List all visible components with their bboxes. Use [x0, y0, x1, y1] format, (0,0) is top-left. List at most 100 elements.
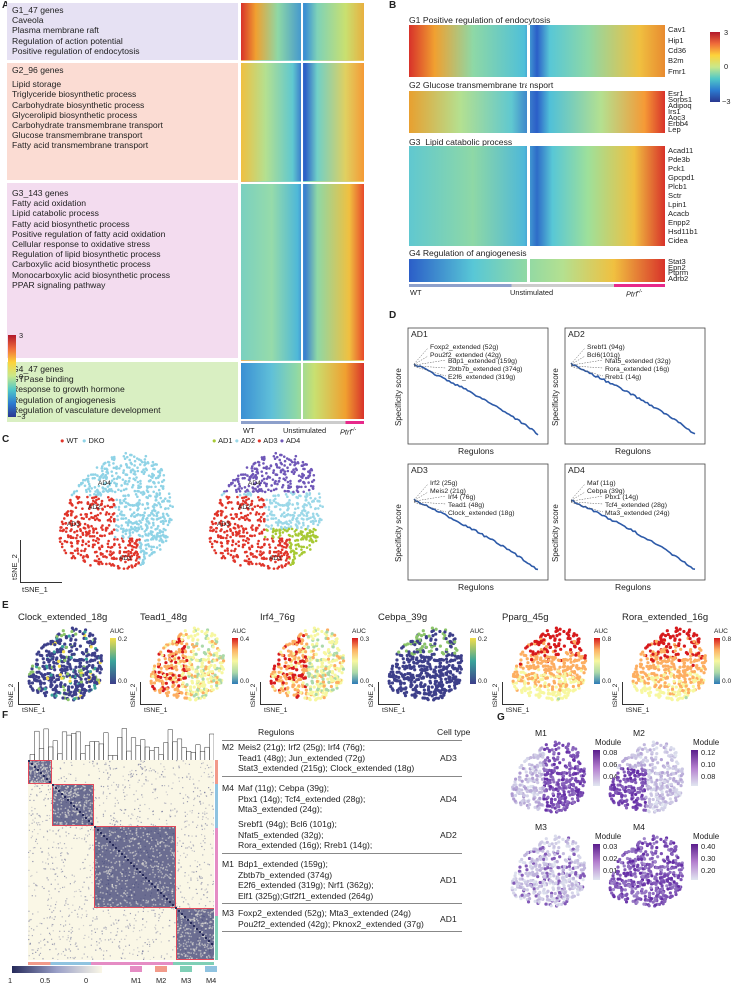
- tsne-cell: [308, 661, 312, 665]
- tsne-cell: [393, 677, 397, 681]
- tsne-cell: [27, 679, 31, 683]
- tsne-cell: [316, 684, 321, 688]
- tsne-cell: [241, 502, 244, 505]
- tsne-cell: [695, 633, 699, 637]
- tsne-cell: [124, 517, 128, 520]
- tsne-cell: [129, 461, 133, 465]
- tsne-cell: [177, 639, 182, 643]
- xlabel-ptrf: Ptrf-/-: [340, 427, 357, 437]
- tsne-cell: [29, 674, 33, 679]
- corr-cell: [71, 764, 73, 766]
- tsne-cell: [177, 650, 182, 654]
- tsne-cell: [75, 495, 79, 499]
- tsne-cell: [291, 516, 295, 520]
- auc-colorbar: [470, 638, 476, 684]
- tsne-cell: [572, 632, 576, 636]
- tsne-cell: [563, 680, 567, 684]
- tsne-cell: [176, 694, 180, 698]
- heatmap-b-g2: [409, 91, 665, 133]
- tsne-cell: [566, 687, 571, 691]
- tsne-cell: [290, 470, 294, 474]
- tsne-cell: [422, 632, 426, 637]
- tsne-cell: [105, 470, 108, 474]
- corr-cell: [34, 786, 36, 788]
- corr-cell: [117, 802, 119, 804]
- corr-cell: [140, 821, 142, 824]
- tsne-cell: [163, 664, 167, 668]
- tsne-cell: [220, 503, 223, 506]
- tsne-cell: [130, 453, 133, 457]
- tsne-cell: [315, 642, 319, 646]
- tsne-cell: [47, 650, 51, 654]
- tsne-cell: [144, 543, 147, 547]
- auc-tsne: [269, 626, 346, 702]
- tsne-cell: [689, 648, 693, 652]
- tsne-cell: [533, 675, 537, 680]
- tsne-cell: [662, 638, 666, 642]
- tsne-cell: [293, 657, 297, 661]
- go-term: Regulation of vasculature development: [12, 404, 161, 415]
- tsne-cell: [300, 641, 304, 646]
- tsne-cell: [297, 656, 301, 660]
- tsne-cell: [305, 546, 309, 549]
- tsne-cell: [72, 491, 76, 495]
- tsne-cell: [321, 691, 325, 695]
- tsne-cell: [163, 657, 167, 661]
- tsne-cell: [281, 681, 285, 685]
- tsne-cell: [219, 509, 223, 513]
- tsne-cell: [89, 511, 93, 515]
- tsne-cell: [85, 648, 89, 652]
- axis-label-y: Specificity score: [551, 368, 560, 426]
- tsne-cell: [330, 632, 334, 636]
- tsne-cell: [62, 688, 66, 692]
- tsne-cell: [667, 683, 671, 687]
- tsne-cell: [547, 683, 551, 687]
- tsne-cell: [566, 691, 571, 695]
- tsne-cell: [135, 556, 139, 560]
- tsne-cell: [83, 522, 87, 526]
- tsne-cell: [420, 676, 424, 680]
- tsne-cell: [541, 659, 545, 664]
- tsne-cell: [682, 684, 686, 688]
- heatmap-b-divider: [527, 25, 530, 283]
- tsne-cell: [256, 526, 259, 530]
- tsne-cell: [445, 648, 449, 652]
- heatmap-b-g1: [409, 25, 665, 77]
- auc-plot-title: Irf4_76g: [260, 612, 295, 623]
- tsne-cell: [563, 673, 567, 677]
- tsne-cell: [43, 694, 48, 698]
- tsne-cell: [309, 537, 313, 540]
- tsne-cell: [164, 681, 168, 685]
- tsne-cell: [513, 684, 517, 689]
- tsne-cell: [285, 502, 289, 506]
- tsne-cell: [402, 661, 406, 665]
- tsne-cell: [686, 667, 690, 671]
- tsne-cell: [37, 675, 41, 679]
- tsne-cell: [514, 667, 518, 671]
- corr-cell: [28, 851, 30, 854]
- tsne-cell: [254, 473, 258, 477]
- tsne-cell: [639, 670, 643, 674]
- tsne-cell: [284, 562, 288, 566]
- tsne-cell: [124, 487, 128, 491]
- tsne-cell: [211, 645, 215, 649]
- tsne-cell: [103, 534, 106, 537]
- tsne-cell: [518, 662, 523, 666]
- tsne-cell: [66, 687, 71, 691]
- tsne-cell: [689, 654, 693, 658]
- tsne-cell: [316, 688, 320, 692]
- corr-cell: [34, 846, 36, 849]
- tsne-cell: [135, 513, 138, 517]
- tsne-cell: [669, 668, 673, 672]
- tsne-cell: [670, 661, 674, 665]
- tsne-cell: [453, 640, 457, 644]
- tsne-cell: [64, 692, 68, 696]
- tsne-cell: [262, 462, 265, 465]
- tsne-cell: [118, 550, 122, 553]
- tsne-cell: [74, 688, 78, 692]
- axis-label-x: tSNE_1: [382, 707, 406, 714]
- tsne-cell: [103, 467, 106, 471]
- tsne-cell: [216, 510, 220, 513]
- tsne-cell: [251, 528, 254, 531]
- tsne-cell: [692, 639, 696, 644]
